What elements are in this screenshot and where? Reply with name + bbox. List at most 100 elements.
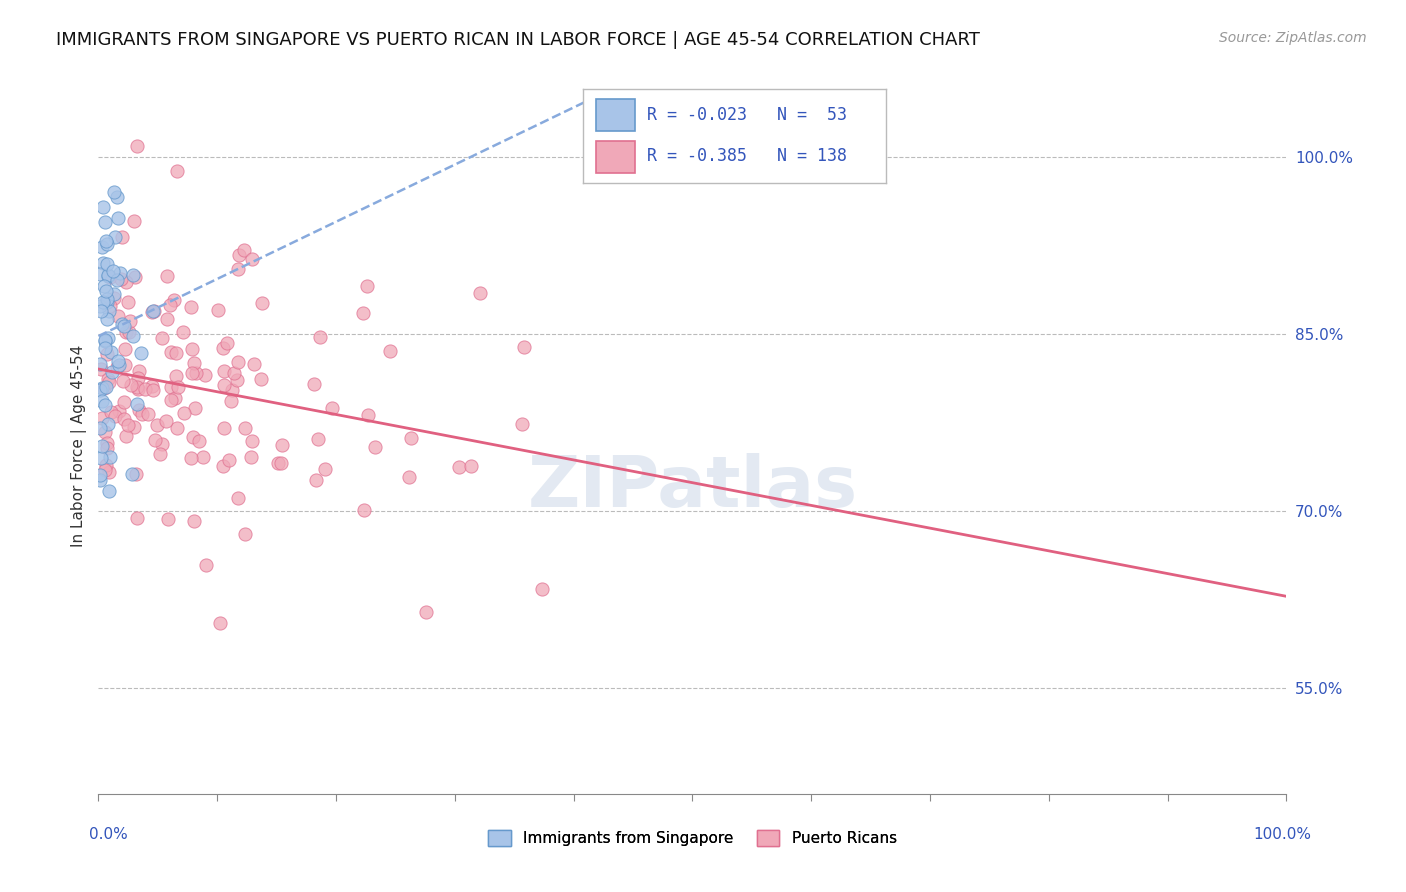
Point — [240, 450, 263, 464]
Point — [212, 420, 235, 434]
Point — [115, 325, 138, 339]
Point — [180, 342, 202, 356]
Point — [226, 262, 249, 277]
Point — [160, 345, 183, 359]
Point — [94, 458, 117, 473]
Point — [121, 467, 143, 482]
Point — [304, 377, 326, 392]
Point — [136, 407, 159, 421]
Point — [188, 434, 211, 448]
Point — [114, 358, 136, 372]
Point — [100, 405, 122, 419]
Point — [127, 380, 149, 394]
Point — [141, 383, 163, 397]
Point — [250, 296, 273, 310]
Point — [104, 409, 127, 423]
Point — [307, 432, 329, 446]
Point — [101, 264, 124, 278]
Point — [195, 558, 218, 572]
Point — [98, 304, 121, 318]
Point — [270, 456, 292, 470]
Point — [125, 467, 148, 482]
FancyBboxPatch shape — [596, 98, 636, 131]
Point — [449, 459, 471, 474]
Point — [89, 421, 111, 435]
Point — [166, 421, 188, 435]
Point — [98, 269, 121, 284]
Point — [90, 381, 112, 395]
Point — [96, 257, 118, 271]
Point — [208, 616, 231, 631]
Point — [193, 450, 215, 465]
Point — [96, 372, 118, 386]
Text: ZIPatlas: ZIPatlas — [527, 453, 858, 522]
Point — [96, 294, 118, 309]
Point — [159, 393, 181, 408]
Text: IMMIGRANTS FROM SINGAPORE VS PUERTO RICAN IN LABOR FORCE | AGE 45-54 CORRELATION: IMMIGRANTS FROM SINGAPORE VS PUERTO RICA… — [56, 31, 980, 49]
Point — [107, 211, 129, 225]
Point — [117, 417, 139, 432]
Point — [100, 344, 122, 359]
Point — [105, 359, 128, 374]
Point — [243, 357, 266, 371]
Point — [143, 433, 166, 447]
Y-axis label: In Labor Force | Age 45-54: In Labor Force | Age 45-54 — [72, 345, 87, 547]
Point — [530, 582, 553, 597]
Point — [128, 364, 150, 378]
Point — [118, 314, 141, 328]
Point — [183, 430, 205, 444]
Point — [96, 347, 118, 361]
Point — [129, 346, 152, 360]
Point — [141, 305, 163, 319]
Point — [94, 380, 117, 394]
Point — [212, 342, 235, 356]
Point — [221, 383, 243, 397]
Point — [212, 459, 235, 474]
Text: Source: ZipAtlas.com: Source: ZipAtlas.com — [1219, 31, 1367, 45]
Point — [149, 447, 172, 461]
Point — [415, 605, 437, 619]
Point — [96, 236, 118, 251]
Point — [112, 395, 135, 409]
Point — [94, 398, 117, 412]
Point — [224, 366, 246, 380]
Text: R = -0.385   N = 138: R = -0.385 N = 138 — [647, 147, 846, 165]
Point — [96, 292, 118, 306]
Point — [183, 356, 205, 370]
Point — [124, 269, 146, 284]
Point — [91, 411, 114, 425]
Point — [233, 421, 256, 435]
Point — [89, 267, 111, 281]
Point — [96, 436, 118, 450]
Point — [378, 344, 401, 359]
Point — [98, 450, 121, 464]
Point — [122, 213, 145, 227]
Point — [93, 278, 115, 293]
Point — [215, 336, 238, 351]
Point — [321, 401, 343, 416]
Point — [112, 411, 135, 425]
Point — [156, 268, 179, 283]
Point — [240, 252, 263, 266]
Point — [93, 342, 115, 356]
Point — [142, 304, 165, 318]
Point — [125, 138, 148, 153]
Point — [115, 275, 138, 289]
Point — [121, 268, 143, 283]
Point — [112, 318, 135, 333]
Point — [103, 291, 125, 305]
Point — [110, 229, 132, 244]
Point — [128, 403, 150, 417]
Point — [212, 377, 235, 392]
Point — [233, 243, 256, 257]
Point — [184, 366, 207, 380]
Point — [93, 425, 115, 439]
Point — [165, 346, 187, 360]
Point — [156, 312, 179, 326]
Point — [107, 353, 129, 368]
Point — [121, 328, 143, 343]
Point — [141, 379, 163, 393]
Point — [90, 362, 112, 376]
Point — [91, 256, 114, 270]
Point — [108, 266, 131, 280]
